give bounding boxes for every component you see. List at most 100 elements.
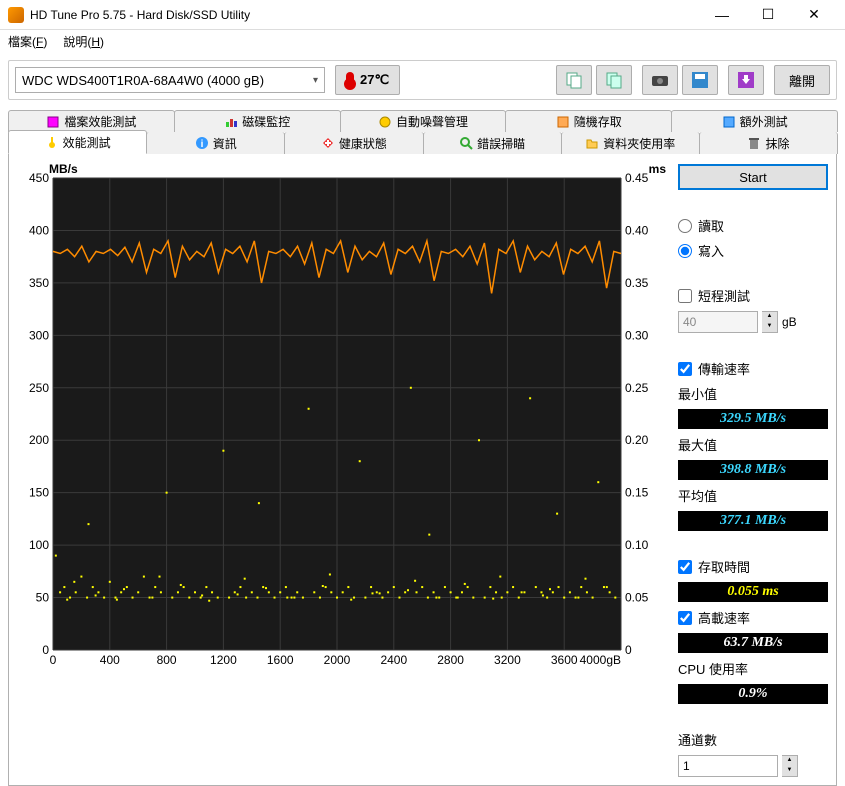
svg-text:0.05: 0.05 xyxy=(625,591,649,605)
tab-benchmark[interactable]: 效能測試 xyxy=(8,130,147,154)
channels-value[interactable] xyxy=(678,755,778,777)
channels-spinner[interactable]: ▲▼ xyxy=(782,755,798,777)
svg-text:0: 0 xyxy=(42,643,49,657)
title-bar: HD Tune Pro 5.75 - Hard Disk/SSD Utility… xyxy=(0,0,845,30)
svg-text:0.25: 0.25 xyxy=(625,381,649,395)
tab-random-access[interactable]: 隨機存取 xyxy=(505,110,672,132)
burst-rate-checkbox[interactable] xyxy=(678,611,692,625)
tab-folder-usage[interactable]: 資料夾使用率 xyxy=(561,132,700,154)
access-time-value: 0.055 ms xyxy=(678,582,828,602)
tab-error-scan[interactable]: 錯誤掃瞄 xyxy=(423,132,562,154)
tab-aam[interactable]: 自動噪聲管理 xyxy=(340,110,507,132)
start-button[interactable]: Start xyxy=(678,164,828,190)
app-icon xyxy=(8,7,24,23)
short-test-unit: gB xyxy=(782,315,797,329)
svg-text:1200: 1200 xyxy=(210,653,237,667)
menu-help[interactable]: 說明(H) xyxy=(63,33,104,50)
tab-info[interactable]: i資訊 xyxy=(146,132,285,154)
svg-text:0: 0 xyxy=(50,653,57,667)
svg-text:0.10: 0.10 xyxy=(625,538,649,552)
write-radio[interactable] xyxy=(678,244,692,258)
svg-text:0.40: 0.40 xyxy=(625,223,649,237)
burst-rate-label: 高載速率 xyxy=(698,608,750,627)
min-label: 最小值 xyxy=(678,384,828,403)
exit-button[interactable]: 離開 xyxy=(774,65,830,95)
svg-text:200: 200 xyxy=(29,433,49,447)
svg-text:800: 800 xyxy=(157,653,177,667)
channels-label: 通道數 xyxy=(678,730,828,749)
svg-text:2000: 2000 xyxy=(324,653,351,667)
svg-text:0.35: 0.35 xyxy=(625,276,649,290)
svg-text:100: 100 xyxy=(29,538,49,552)
min-value: 329.5 MB/s xyxy=(678,409,828,429)
transfer-rate-label: 傳輸速率 xyxy=(698,359,750,378)
svg-text:400: 400 xyxy=(29,223,49,237)
temperature-display: 27℃ xyxy=(335,65,400,95)
thermometer-icon xyxy=(346,72,354,88)
tab-health[interactable]: 健康狀態 xyxy=(284,132,423,154)
svg-text:450: 450 xyxy=(29,171,49,185)
drive-selector[interactable]: WDC WDS400T1R0A-68A4W0 (4000 gB) ▾ xyxy=(15,67,325,93)
svg-text:50: 50 xyxy=(36,591,50,605)
short-test-checkbox[interactable] xyxy=(678,289,692,303)
svg-text:400: 400 xyxy=(100,653,120,667)
access-time-checkbox[interactable] xyxy=(678,560,692,574)
avg-label: 平均值 xyxy=(678,486,828,505)
svg-text:3200: 3200 xyxy=(494,653,521,667)
svg-text:2800: 2800 xyxy=(437,653,464,667)
write-label: 寫入 xyxy=(698,241,724,260)
save-button[interactable] xyxy=(682,65,718,95)
svg-text:2400: 2400 xyxy=(380,653,407,667)
svg-text:3600: 3600 xyxy=(551,653,578,667)
access-time-label: 存取時間 xyxy=(698,557,750,576)
svg-text:350: 350 xyxy=(29,276,49,290)
window-title: HD Tune Pro 5.75 - Hard Disk/SSD Utility xyxy=(30,8,699,22)
benchmark-chart: MB/s ms 450 0.45 400 0.40 350 0.35 300 0.30 250 0… xyxy=(17,164,670,674)
svg-text:1600: 1600 xyxy=(267,653,294,667)
svg-text:0.15: 0.15 xyxy=(625,486,649,500)
svg-text:0.30: 0.30 xyxy=(625,328,649,342)
read-label: 讀取 xyxy=(698,216,724,235)
cpu-value: 0.9% xyxy=(678,684,828,704)
svg-text:0: 0 xyxy=(625,643,632,657)
screenshot-button[interactable] xyxy=(642,65,678,95)
tab-extra-tests[interactable]: 額外測試 xyxy=(671,110,838,132)
svg-text:250: 250 xyxy=(29,381,49,395)
short-test-label: 短程測試 xyxy=(698,286,750,305)
copy-text-button[interactable] xyxy=(556,65,592,95)
chart-canvas: 450 0.45 400 0.40 350 0.35 300 0.30 250 0.25 200 0.… xyxy=(17,164,657,674)
svg-text:300: 300 xyxy=(29,328,49,342)
burst-rate-value: 63.7 MB/s xyxy=(678,633,828,653)
tab-erase[interactable]: 抹除 xyxy=(699,132,838,154)
svg-text:4000gB: 4000gB xyxy=(580,653,621,667)
max-value: 398.8 MB/s xyxy=(678,460,828,480)
short-test-spinner[interactable]: ▲▼ xyxy=(762,311,778,333)
copy-info-button[interactable] xyxy=(596,65,632,95)
tab-content: MB/s ms 450 0.45 400 0.40 350 0.35 300 0.30 250 0… xyxy=(8,154,837,786)
y-right-label: ms xyxy=(649,162,666,176)
menu-bar: 檔案(F) 說明(H) xyxy=(0,30,845,52)
minimize-button[interactable]: — xyxy=(699,0,745,30)
svg-text:150: 150 xyxy=(29,486,49,500)
maximize-button[interactable]: ☐ xyxy=(745,0,791,30)
avg-value: 377.1 MB/s xyxy=(678,511,828,531)
drive-name: WDC WDS400T1R0A-68A4W0 (4000 gB) xyxy=(22,73,264,88)
options-button[interactable] xyxy=(728,65,764,95)
side-panel: Start 讀取 寫入 短程測試 ▲▼ gB 傳輸速率 最小值 329.5 MB… xyxy=(678,164,828,777)
svg-text:i: i xyxy=(200,139,203,150)
chevron-down-icon: ▾ xyxy=(313,75,318,86)
max-label: 最大值 xyxy=(678,435,828,454)
read-radio[interactable] xyxy=(678,219,692,233)
cpu-label: CPU 使用率 xyxy=(678,659,828,678)
tab-disk-monitor[interactable]: 磁碟監控 xyxy=(174,110,341,132)
short-test-value[interactable] xyxy=(678,311,758,333)
transfer-rate-checkbox[interactable] xyxy=(678,362,692,376)
toolbar: WDC WDS400T1R0A-68A4W0 (4000 gB) ▾ 27℃ 離… xyxy=(8,60,837,100)
svg-text:0.20: 0.20 xyxy=(625,433,649,447)
svg-text:0.45: 0.45 xyxy=(625,171,649,185)
menu-file[interactable]: 檔案(F) xyxy=(8,33,47,50)
y-left-label: MB/s xyxy=(49,162,78,176)
temperature-value: 27℃ xyxy=(360,72,389,88)
close-button[interactable]: ✕ xyxy=(791,0,837,30)
tab-file-benchmark[interactable]: 檔案效能測試 xyxy=(8,110,175,132)
